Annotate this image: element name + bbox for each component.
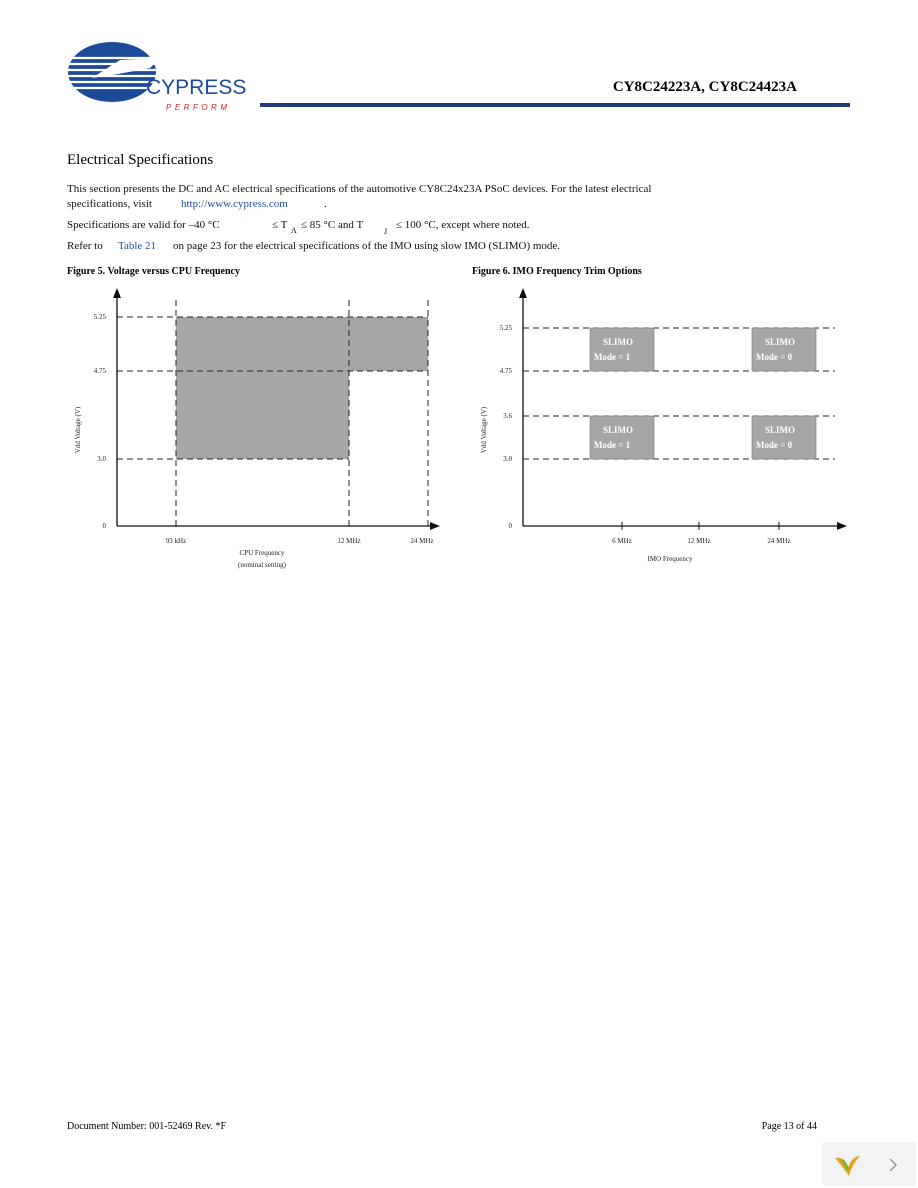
logo-tagline: PERFORM (166, 103, 231, 112)
paragraph: on page 23 for the electrical specificat… (173, 240, 560, 252)
y-tick-label: 3.6 (503, 412, 512, 420)
x-tick-label: 24 MHz (410, 537, 433, 545)
region-mode: Mode = 0 (756, 440, 793, 450)
figure-6: SLIMO Mode = 1 SLIMO Mode = 0 SLIMO Mode = 1 S… (480, 288, 847, 563)
figure-caption: Figure 6. IMO Frequency Trim Options (472, 266, 642, 277)
region-label: SLIMO (765, 337, 795, 347)
viewer-controls[interactable] (822, 1142, 916, 1186)
y-tick-label: 5.25 (94, 313, 107, 321)
figure-caption: Figure 5. Voltage versus CPU Frequency (67, 266, 240, 277)
y-tick-label: 0 (103, 522, 107, 530)
y-axis-label: Vdd Voltage (V) (74, 406, 82, 453)
paragraph: Refer to (67, 240, 103, 252)
region-label: SLIMO (603, 425, 633, 435)
logo-name: CYPRESS (146, 76, 246, 99)
region-mode: Mode = 1 (594, 440, 631, 450)
footer-document: Document Number: 001-52469 Rev. *F (67, 1121, 226, 1132)
subscript: J (384, 227, 387, 236)
y-tick-label: 3.0 (97, 455, 106, 463)
x-axis-label: CPU Frequency (240, 549, 285, 557)
region-label: SLIMO (765, 425, 795, 435)
trim-region (751, 415, 817, 460)
paragraph: This section presents the DC and AC elec… (67, 183, 651, 195)
x-tick-label: 6 MHz (612, 537, 632, 545)
logo: CYPRESS PERFORM (66, 42, 246, 112)
y-tick-label: 3.0 (503, 455, 512, 463)
y-tick-label: 4.75 (500, 367, 513, 375)
y-tick-label: 5.25 (500, 324, 513, 332)
x-tick-label: 24 MHz (767, 537, 790, 545)
paragraph: specifications, visit (67, 198, 152, 210)
y-tick-label: 0 (509, 522, 513, 530)
link[interactable]: Table 21 (118, 240, 156, 252)
paragraph: ≤ 100 °C, except where noted. (396, 219, 530, 231)
x-axis-label: IMO Frequency (648, 555, 693, 563)
x-tick-label: 12 MHz (687, 537, 710, 545)
paragraph: . (324, 198, 327, 210)
x-tick-label: 12 MHz (337, 537, 360, 545)
trim-region (589, 327, 655, 372)
trim-region (751, 327, 817, 372)
subscript: A (291, 226, 297, 235)
y-axis-label: Vdd Voltage (V) (480, 406, 488, 453)
region-mode: Mode = 1 (594, 352, 631, 362)
section-title: Electrical Specifications (67, 152, 213, 168)
link[interactable]: http://www.cypress.com (181, 198, 288, 210)
x-axis-note: (nominal setting) (238, 561, 287, 569)
paragraph: ≤ 85 °C and T (301, 219, 363, 231)
region-mode: Mode = 0 (756, 352, 793, 362)
header-rule (260, 103, 850, 107)
region-label: SLIMO (603, 337, 633, 347)
header-title: CY8C24223A, CY8C24423A (613, 79, 797, 95)
x-tick-label: 93 kHz (166, 537, 186, 545)
figure-5: 5.25 4.75 3.0 0 93 kHz 12 MHz 24 MHz Vdd Voltag… (74, 288, 440, 569)
y-tick-label: 4.75 (94, 367, 107, 375)
trim-region (589, 415, 655, 460)
paragraph: ≤ T (272, 219, 288, 231)
footer-page: Page 13 of 44 (762, 1121, 817, 1132)
paragraph: Specifications are valid for –40 °C (67, 219, 220, 231)
